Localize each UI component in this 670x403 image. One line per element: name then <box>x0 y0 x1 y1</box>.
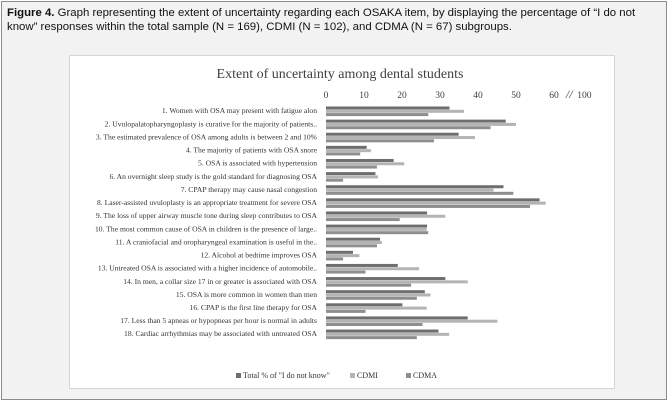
legend-swatch <box>236 373 241 378</box>
bar-cdma <box>326 113 429 117</box>
bar-cdmi <box>326 162 405 166</box>
bar-cdmi <box>326 109 464 113</box>
bar-total <box>326 172 376 176</box>
bar-total <box>326 329 439 333</box>
bar-total <box>326 224 428 228</box>
chart-panel: Extent of uncertainty among dental stude… <box>69 55 615 389</box>
x-tick-label: 0 <box>324 91 329 101</box>
legend-swatch <box>406 373 411 378</box>
bar-total <box>326 119 506 123</box>
bar-total <box>326 145 367 149</box>
bar-cdma <box>326 191 514 195</box>
x-tick-label: 50 <box>511 91 521 101</box>
bar-cdma <box>326 244 377 248</box>
caption-label: Figure 4. <box>7 7 55 19</box>
category-label: 13. Untreated OSA is associated with a h… <box>98 264 317 273</box>
bar-cdma <box>326 139 434 143</box>
bar-cdmi <box>326 280 468 284</box>
bar-cdmi <box>326 254 360 258</box>
category-label: 12. Alcohol at bedtime improves OSA <box>201 251 318 260</box>
x-tick-label: 10 <box>359 91 369 101</box>
bar-total <box>326 303 403 307</box>
bar-cdma <box>326 270 366 274</box>
uncertainty-bar-chart: Extent of uncertainty among dental stude… <box>95 67 592 380</box>
bar-cdma <box>326 218 400 222</box>
category-label: 15. OSA is more common in women than men <box>176 290 317 299</box>
category-label: 7. CPAP therapy may cause nasal congesti… <box>181 185 318 194</box>
bar-cdmi <box>326 175 379 179</box>
bar-cdma <box>326 231 429 235</box>
bar-total <box>326 211 428 215</box>
bar-cdmi <box>326 201 546 205</box>
category-labels: 1. Women with OSA may present with fatig… <box>95 106 318 338</box>
bar-cdmi <box>326 319 498 323</box>
x-axis: 0 10 20 30 40 50 60 100// <box>324 87 592 101</box>
bar-cdmi <box>326 214 446 218</box>
x-tick-label: 40 <box>473 91 483 101</box>
legend: Total % of "I do not know" CDMI CDMA <box>236 371 437 380</box>
bar-cdma <box>326 283 412 287</box>
bar-cdmi <box>326 306 427 310</box>
category-label: 4. The majority of patients with OSA sno… <box>186 146 318 155</box>
category-label: 6. An overnight sleep study is the gold … <box>109 172 317 181</box>
category-label: 1. Women with OSA may present with fatig… <box>162 106 317 115</box>
x-tick-label: 100 <box>577 91 592 101</box>
bar-cdma <box>326 178 344 182</box>
bar-total <box>326 158 394 162</box>
category-label: 18. Cardiac arrhythmias may be associate… <box>124 329 317 338</box>
bars <box>326 106 546 340</box>
bar-cdma <box>326 126 491 130</box>
bar-total <box>326 250 353 254</box>
bar-total <box>326 263 398 267</box>
chart-title: Extent of uncertainty among dental stude… <box>217 67 464 82</box>
category-label: 14. In men, a collar size 17 in or great… <box>123 277 317 286</box>
bar-total <box>326 185 504 189</box>
bar-cdma <box>326 152 361 156</box>
bar-cdma <box>326 336 417 340</box>
bar-total <box>326 132 459 136</box>
x-tick-label: 60 <box>549 91 559 101</box>
bar-total <box>326 316 468 320</box>
legend-label: CDMI <box>357 371 378 380</box>
category-label: 3. The estimated prevalence of OSA among… <box>96 132 318 141</box>
axis-break-symbol: // <box>565 87 574 101</box>
category-label: 11. A craniofacial and oropharyngeal exa… <box>115 237 317 246</box>
bar-cdmi <box>326 188 494 192</box>
bar-cdmi <box>326 332 450 336</box>
bar-total <box>326 106 450 110</box>
bar-cdmi <box>326 267 420 271</box>
bar-cdmi <box>326 122 516 126</box>
bar-cdmi <box>326 149 371 153</box>
category-label: 2. Uvulopalatopharyngoplasty is curative… <box>105 119 317 128</box>
category-label: 17. Less than 5 apneas or hypopneas per … <box>120 316 317 325</box>
bar-cdma <box>326 309 366 313</box>
bar-cdmi <box>326 241 382 244</box>
bar-total <box>326 237 380 241</box>
legend-label: Total % of "I do not know" <box>243 371 330 380</box>
bar-total <box>326 290 425 294</box>
legend-swatch <box>350 373 355 378</box>
category-label: 5. OSA is associated with hypertension <box>198 159 317 168</box>
figure-caption: Figure 4. Graph representing the extent … <box>7 6 662 34</box>
caption-text: Graph representing the extent of uncerta… <box>7 7 636 33</box>
bar-cdma <box>326 257 344 261</box>
bar-cdma <box>326 323 423 327</box>
bar-cdma <box>326 296 417 300</box>
category-label: 10. The most common cause of OSA in chil… <box>95 224 317 233</box>
bar-cdmi <box>326 293 431 297</box>
bar-total <box>326 198 540 202</box>
bar-cdma <box>326 204 531 208</box>
bar-cdma <box>326 165 377 169</box>
x-tick-label: 20 <box>397 91 407 101</box>
category-label: 16. CPAP is the first line therapy for O… <box>190 303 318 312</box>
bar-total <box>326 277 446 281</box>
category-label: 8. Laser-assisted uvuloplasty is an appr… <box>97 198 318 207</box>
legend-label: CDMA <box>413 371 437 380</box>
bar-cdmi <box>326 136 475 140</box>
category-label: 9. The loss of upper airway muscle tone … <box>96 211 318 220</box>
x-tick-label: 30 <box>435 91 445 101</box>
bar-cdmi <box>326 227 427 231</box>
